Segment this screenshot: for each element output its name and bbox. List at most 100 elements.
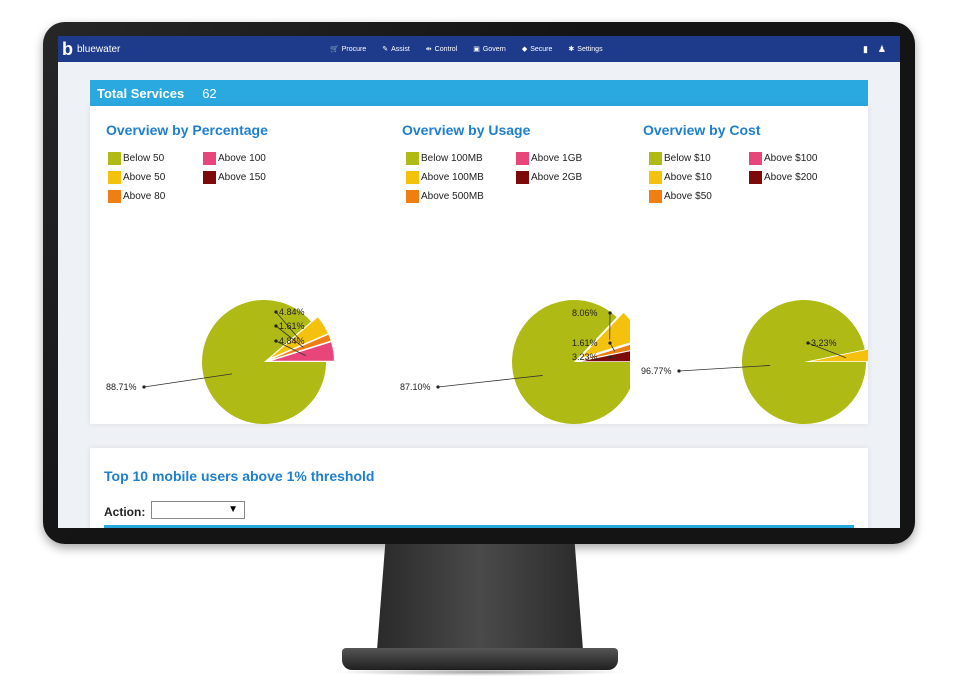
nav-item-secure[interactable]: ◆ Secure <box>521 45 553 54</box>
pie-label-dot <box>608 341 612 345</box>
gear-icon: ✱ <box>568 46 575 53</box>
legend-swatch <box>516 152 529 165</box>
legend-label: Above 2GB <box>531 172 583 183</box>
pie-label-dot <box>806 341 810 345</box>
action-select[interactable]: ▼ <box>151 501 245 519</box>
sliders-icon: ⇹ <box>425 46 432 53</box>
legend-item[interactable]: Above 150 <box>203 171 266 184</box>
nav-item-assist[interactable]: ✎ Assist <box>382 45 410 54</box>
pie-slice[interactable] <box>270 317 328 358</box>
brand[interactable]: b bluewater <box>62 40 120 58</box>
legend-item[interactable]: Above $10 <box>649 171 712 184</box>
pie-label-dot <box>274 310 278 314</box>
screen: b bluewater 🛒 Procure ✎ Assist ⇹ Control ▣ Gove… <box>58 36 900 528</box>
legend-item[interactable]: Below 100MB <box>406 152 483 165</box>
legend-swatch <box>203 171 216 184</box>
legend-swatch <box>406 190 419 203</box>
overview-panel: Overview by Percentage Below 50 Above 100 A… <box>90 106 868 424</box>
legend-item[interactable]: Above 50 <box>108 171 165 184</box>
top-users-panel: Top 10 mobile users above 1% threshold A… <box>90 448 868 528</box>
pie-slice[interactable] <box>271 342 334 361</box>
nav-item-control[interactable]: ⇹ Control <box>425 45 458 54</box>
legend-label: Above 50 <box>123 172 166 183</box>
action-label: Action: <box>104 505 146 519</box>
legend-item[interactable]: Above $200 <box>749 171 817 184</box>
pie-slice[interactable] <box>271 334 331 360</box>
chart-title: Overview by Usage <box>402 122 531 138</box>
legend-swatch <box>406 171 419 184</box>
table-header <box>104 525 854 528</box>
nav-item-label: Settings <box>577 45 603 53</box>
pie-chart: 87.10% 8.06% 1.61% 3.23% <box>400 300 630 424</box>
pie-leader-line <box>807 342 847 359</box>
cart-icon: 🛒 <box>330 46 339 53</box>
legend-label: Below 100MB <box>421 153 483 164</box>
legend-item[interactable]: Above 2GB <box>516 171 582 184</box>
top-users-title: Top 10 mobile users above 1% threshold <box>104 468 375 484</box>
monitor-base <box>342 648 618 670</box>
nav-item-govern[interactable]: ▣ Govern <box>473 45 506 54</box>
pie-leader-line <box>143 373 233 388</box>
pie-slice[interactable] <box>581 349 630 362</box>
legend-swatch <box>749 171 762 184</box>
total-services-bar: Total Services 62 <box>90 80 868 106</box>
chart-cost: Overview by Cost Below $10 Above $100 Above… <box>630 106 868 424</box>
pie-label-dot <box>608 311 612 315</box>
nav-right-icons: ▮ ♟ <box>853 36 886 62</box>
legend-item[interactable]: Above 80 <box>108 190 165 203</box>
nav-item-label: Secure <box>530 45 553 53</box>
pie-slice[interactable] <box>512 300 630 424</box>
legend-label: Above 80 <box>123 191 166 202</box>
legend-item[interactable]: Above 100MB <box>406 171 484 184</box>
pie-chart: 96.77% 3.23% <box>641 299 868 424</box>
total-services-value: 62 <box>202 85 217 101</box>
legend-item[interactable]: Below $10 <box>649 152 711 165</box>
pie-label-dot <box>274 324 278 328</box>
legend-item[interactable]: Above $50 <box>649 190 712 203</box>
monitor-shadow <box>332 668 628 676</box>
legend-label: Above $50 <box>664 191 712 202</box>
pie-data-label: 4.84% <box>279 307 305 317</box>
legend-label: Above 100 <box>218 153 266 164</box>
pie-label-dot <box>677 369 681 373</box>
pie-label-dot <box>436 385 440 389</box>
pie-data-label: 4.84% <box>279 336 305 346</box>
pie-slice[interactable] <box>742 299 866 424</box>
legend-item[interactable]: Above $100 <box>749 152 817 165</box>
legend-label: Below 50 <box>123 153 165 164</box>
legend-swatch <box>108 190 121 203</box>
legend-swatch <box>203 152 216 165</box>
pie-label-dot <box>608 355 612 359</box>
pie-chart: 88.71% 4.84% 1.61% 4.84% <box>106 300 334 424</box>
pie-data-label: 88.71% <box>106 382 137 392</box>
pie-data-label: 3.23% <box>811 338 837 348</box>
user-icon[interactable]: ♟ <box>877 43 886 54</box>
nav-item-settings[interactable]: ✱ Settings <box>568 45 603 54</box>
pie-leader-line <box>437 375 543 388</box>
chart-title: Overview by Cost <box>643 122 761 138</box>
pie-leader-line <box>275 311 301 340</box>
legend-item[interactable]: Above 1GB <box>516 152 582 165</box>
pie-slice[interactable] <box>580 312 630 358</box>
pie-data-label: 8.06% <box>572 308 598 318</box>
legend-item[interactable]: Above 100 <box>203 152 266 165</box>
shield-icon: ◆ <box>521 46 528 53</box>
top-navbar: b bluewater 🛒 Procure ✎ Assist ⇹ Control ▣ Gove… <box>58 36 900 62</box>
legend-swatch <box>649 171 662 184</box>
pie-label-dot <box>142 385 146 389</box>
nav-item-label: Govern <box>482 45 506 53</box>
legend-label: Above 150 <box>218 172 266 183</box>
doc-icon: ▣ <box>473 46 480 53</box>
legend-swatch <box>516 171 529 184</box>
nav-item-label: Control <box>434 45 458 53</box>
chart-usage: Overview by Usage Below 100MB Above 1GB Abo… <box>390 106 630 424</box>
nav-item-procure[interactable]: 🛒 Procure <box>330 45 367 54</box>
legend-item[interactable]: Above 500MB <box>406 190 484 203</box>
legend-item[interactable]: Below 50 <box>108 152 164 165</box>
nav-item-label: Procure <box>341 45 367 53</box>
book-icon[interactable]: ▮ <box>862 43 868 54</box>
chevron-down-icon: ▼ <box>228 504 238 515</box>
pie-slice[interactable] <box>202 300 326 424</box>
legend-swatch <box>749 152 762 165</box>
legend-label: Above 500MB <box>421 191 484 202</box>
